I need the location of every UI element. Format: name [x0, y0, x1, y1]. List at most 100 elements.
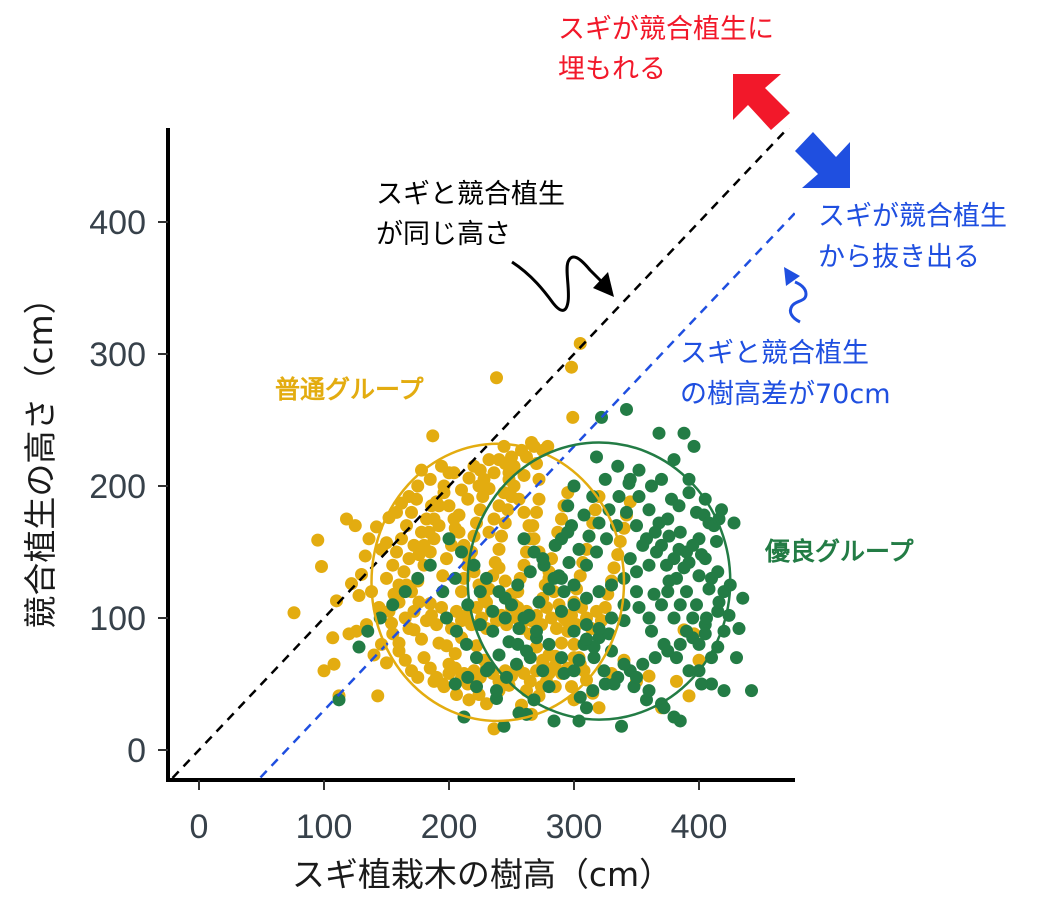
superior-group-point	[460, 637, 473, 651]
superior-group-point	[548, 538, 562, 552]
superior-group-point	[636, 657, 650, 671]
superior-group-point	[687, 439, 701, 453]
superior-group-point	[611, 459, 625, 473]
normal-group-point	[372, 600, 386, 614]
normal-group-point	[541, 439, 555, 453]
superior-group-point	[505, 598, 518, 612]
superior-group-point	[615, 719, 628, 733]
normal-group-point	[417, 538, 431, 552]
normal-group-point	[480, 697, 493, 711]
superior-group-point	[592, 585, 606, 599]
normal-group-point	[395, 532, 408, 546]
black-annotation-line2: が同じ高さ	[376, 219, 511, 250]
superior-group-point	[645, 479, 658, 493]
normal-group-point	[682, 689, 696, 703]
superior-group-point	[517, 532, 531, 546]
superior-group-point	[473, 585, 487, 599]
normal-group-point	[482, 525, 496, 539]
superior-group-point	[480, 571, 493, 585]
superior-group-point	[617, 657, 631, 671]
superior-group-point	[717, 684, 731, 698]
normal-group-point	[358, 549, 372, 563]
normal-group-point	[530, 505, 543, 519]
superior-group-point	[580, 618, 593, 632]
group-ellipses	[370, 441, 732, 723]
superior-group-ellipse	[466, 441, 732, 721]
superior-group-point	[562, 556, 576, 570]
superior-group-point	[667, 710, 681, 724]
superior-group-point	[542, 637, 556, 651]
normal-group-point	[507, 479, 521, 493]
superior-group-point	[555, 604, 568, 618]
superior-group-point	[510, 657, 523, 671]
superior-group-point	[670, 651, 683, 665]
superior-group-point	[655, 598, 668, 612]
superior-group-point	[730, 651, 743, 665]
normal-group-point	[432, 499, 446, 513]
superior-group-point	[600, 532, 613, 546]
superior-group-point	[686, 611, 700, 625]
normal-group-point	[385, 616, 398, 630]
superior-group-point	[547, 571, 561, 585]
superior-group-point	[450, 624, 463, 638]
normal-group-point	[402, 552, 416, 566]
superior-group-point	[620, 505, 633, 519]
superior-group-point	[648, 525, 662, 539]
normal-group-point	[670, 674, 683, 688]
normal-group-point	[362, 532, 376, 546]
superior-group-point	[455, 545, 468, 559]
normal-group-point	[411, 670, 425, 684]
superior-group-point	[711, 640, 725, 654]
superior-group-point	[461, 670, 475, 684]
normal-group-point	[492, 561, 506, 575]
normal-group-point	[522, 519, 536, 533]
normal-group-point	[442, 499, 456, 513]
superior-group-point	[573, 690, 587, 704]
normal-group-point	[435, 459, 448, 473]
superior-group-point	[695, 677, 708, 691]
superior-group-point	[712, 595, 726, 609]
diff70-line	[256, 211, 795, 780]
normal-group-point	[397, 565, 411, 579]
normal-group-point	[462, 693, 476, 707]
superior-group-point	[667, 453, 681, 467]
y-tick-label: 300	[89, 336, 146, 374]
normal-group-point	[427, 512, 441, 526]
normal-group-point	[390, 545, 403, 559]
normal-group-point	[311, 533, 325, 547]
superior-group-point	[632, 490, 646, 504]
normal-group-point	[448, 647, 462, 661]
normal-group-point	[565, 680, 578, 694]
superior-group-point	[645, 624, 658, 638]
superior-group-point	[536, 664, 550, 678]
superior-group-point	[692, 569, 706, 583]
normal-group-point	[412, 595, 426, 609]
superior-group-point	[423, 558, 437, 572]
superior-group-point	[567, 624, 581, 638]
superior-group-point	[580, 558, 593, 572]
normal-group-point	[567, 637, 581, 651]
superior-group-point	[698, 627, 712, 641]
superior-group-point	[542, 680, 556, 694]
normal-group-point	[392, 644, 406, 658]
superior-group-point	[705, 677, 718, 691]
superior-group-point	[511, 637, 525, 651]
normal-group-point	[532, 472, 546, 486]
superior-group-point	[512, 706, 526, 720]
superior-group-label: 優良グループ	[764, 537, 915, 566]
superior-group-point	[605, 578, 618, 592]
normal-group-point	[440, 639, 453, 653]
blue-arrowhead-icon	[784, 267, 800, 286]
normal-group-ellipse	[370, 442, 626, 723]
normal-group-point	[330, 594, 343, 608]
normal-group-point	[340, 512, 353, 526]
normal-group-point	[326, 631, 340, 645]
superior-group-point	[590, 545, 603, 559]
superior-group-point	[705, 651, 718, 665]
superior-group-point	[590, 450, 603, 464]
data-points	[287, 336, 758, 736]
normal-group-point	[352, 589, 366, 603]
superior-group-point	[661, 585, 675, 599]
superior-group-point	[630, 519, 643, 533]
